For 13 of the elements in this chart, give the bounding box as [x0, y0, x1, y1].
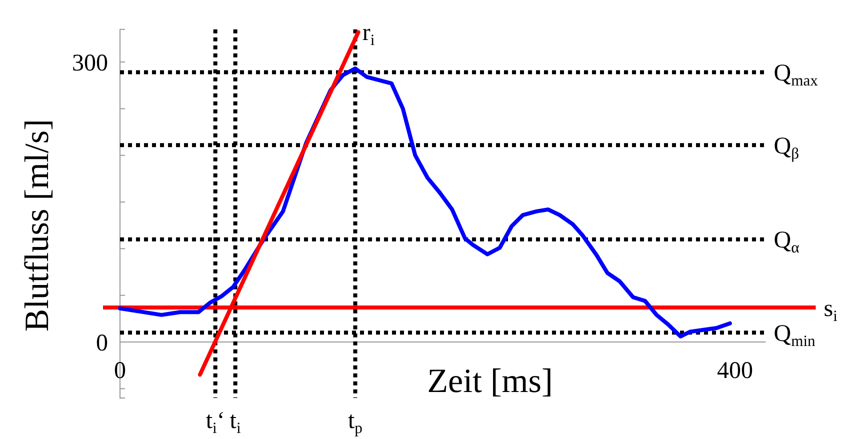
ref-line-label: t$_{p}$ — [348, 408, 363, 437]
ref-line-label: Q$_{min}$ — [774, 321, 816, 350]
annotation: r$_{i}$ — [362, 20, 376, 49]
ref-line-label: t$_{i}$ — [230, 408, 242, 437]
ref-line-label: t$_{i}$‘ — [206, 408, 225, 437]
x-tick-label: 400 — [717, 358, 753, 384]
ref-line-label: Q$_{β}$ — [774, 133, 800, 162]
ref-line-label: Q$_{max}$ — [774, 60, 818, 90]
y-axis-title: Blutfluss [ml/s] — [19, 119, 56, 332]
y-tick-label: 300 — [72, 50, 108, 76]
ref-line-label: Q$_{α}$ — [774, 228, 800, 257]
x-axis-title: Zeit [ms] — [427, 363, 553, 400]
ref-line-label: s$_{i}$ — [824, 296, 838, 325]
